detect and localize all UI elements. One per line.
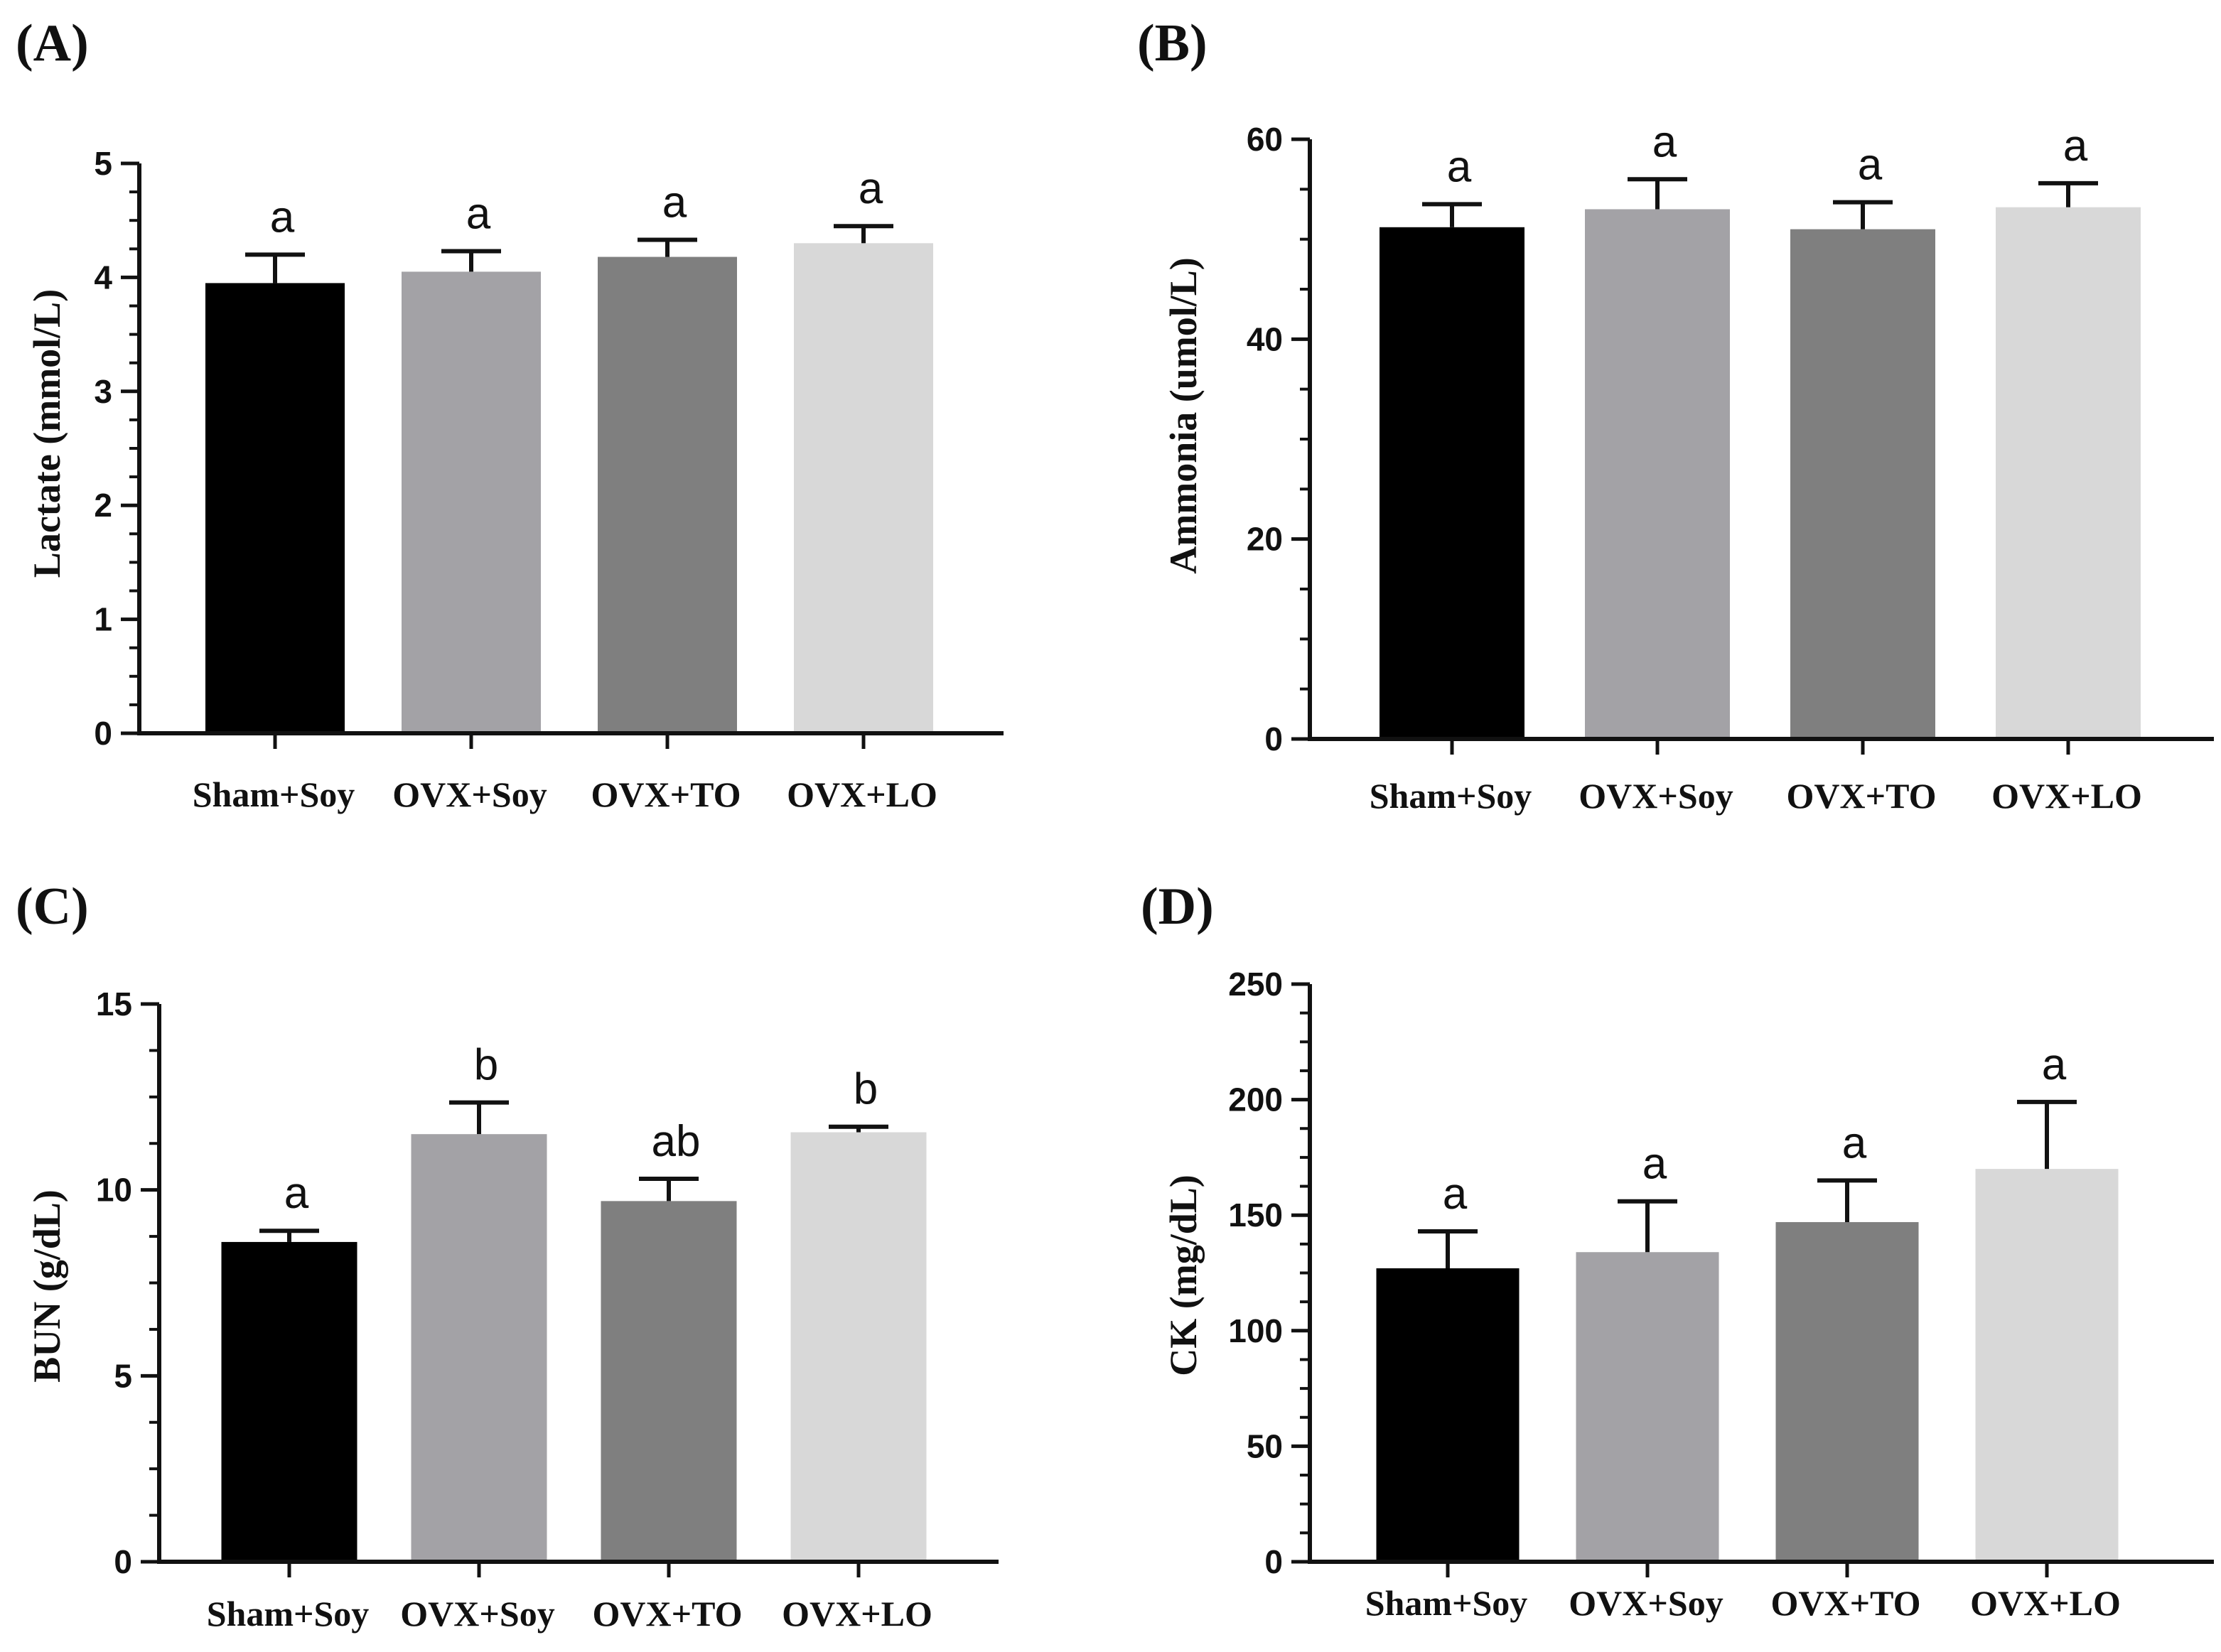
- panel-b-category-label-1: Sham+Soy: [1370, 776, 1532, 816]
- panel-d-plot: a Sham+Soy a OVX+Soy a OVX+TO a OVX+LO 0 50 100 150…: [1228, 966, 2214, 1623]
- panel-d-y-tick-label-2: 100: [1228, 1312, 1283, 1349]
- panel-a-bar-2: [402, 271, 541, 733]
- panel-d-significance-label-1: a: [1443, 1170, 1468, 1219]
- panel-c-y-axis-label: BUN (g/dL): [26, 1189, 68, 1383]
- panel-c-bar-3: [601, 1201, 737, 1562]
- panel-d-significance-label-3: a: [1842, 1118, 1867, 1167]
- panel-a-y-tick-label-0: 0: [94, 715, 112, 752]
- panel-c-y-tick-label-2: 10: [96, 1172, 132, 1209]
- panel-c-bar-2: [411, 1134, 547, 1562]
- panel-d-category-label-4: OVX+LO: [1970, 1583, 2121, 1623]
- panel-d-y-tick-label-1: 50: [1247, 1427, 1283, 1464]
- panel-a-category-label-3: OVX+TO: [591, 774, 741, 814]
- panel-c-bar-4: [790, 1132, 927, 1562]
- panel-d-bar-3: [1775, 1221, 1919, 1562]
- panel-a-bar-1: [205, 283, 345, 733]
- panel-b-significance-label-3: a: [1858, 141, 1883, 190]
- panel-a-y-tick-label-3: 3: [94, 373, 112, 410]
- panel-a-significance-label-4: a: [859, 164, 883, 213]
- panel-a-significance-label-1: a: [270, 193, 295, 242]
- panel-b-bar-1: [1380, 227, 1524, 740]
- panel-d-y-tick-label-0: 0: [1264, 1543, 1283, 1580]
- panel-b-plot: a Sham+Soy a OVX+Soy a OVX+TO a OVX+LO 0 20 40 60: [1247, 117, 2214, 816]
- panel-c-y-tick-label-0: 0: [114, 1543, 132, 1580]
- panel-d-significance-label-2: a: [1642, 1140, 1667, 1189]
- panel-a-y-tick-label-5: 5: [94, 145, 112, 182]
- panel-c-bar-1: [221, 1241, 357, 1562]
- panel-d-category-label-1: Sham+Soy: [1365, 1583, 1528, 1623]
- panel-a-y-tick-label-1: 1: [94, 601, 112, 638]
- panel-c-category-label-3: OVX+TO: [593, 1594, 743, 1634]
- panel-a-y-axis-label: Lactate (mmol/L): [26, 289, 68, 578]
- panel-a-y-tick-label-4: 4: [94, 259, 112, 296]
- panel-b-bar-2: [1585, 209, 1730, 739]
- panel-b-category-label-4: OVX+LO: [1991, 776, 2142, 816]
- panel-d-bar-2: [1576, 1252, 1719, 1562]
- panel-b-bar-4: [1996, 207, 2141, 739]
- panel-c-category-label-1: Sham+Soy: [207, 1594, 370, 1634]
- panel-b-significance-label-1: a: [1447, 142, 1472, 191]
- panel-a-bar-3: [598, 257, 737, 733]
- panel-d-label: (D): [1141, 878, 1214, 936]
- panel-b-category-label-3: OVX+TO: [1787, 776, 1937, 816]
- panel-a: (A) Lactate (mmol/L) a Sham+Soy a OVX+Soy a O…: [16, 14, 1004, 814]
- panel-d-significance-label-4: a: [2042, 1040, 2067, 1089]
- panel-d-y-axis-label: CK (mg/dL): [1162, 1175, 1205, 1376]
- panel-a-plot: a Sham+Soy a OVX+Soy a OVX+TO a OVX+LO 0 1 2 3 4 5: [94, 145, 1004, 814]
- panel-c-category-label-2: OVX+Soy: [400, 1594, 554, 1634]
- panel-c-significance-label-4: b: [854, 1065, 878, 1114]
- panel-b: (B) Ammonia (umol/L) a Sham+Soy a OVX+Soy a O…: [1137, 14, 2214, 816]
- panel-c-y-tick-label-1: 5: [114, 1357, 132, 1394]
- panel-d-bar-4: [1975, 1169, 2119, 1562]
- panel-a-category-label-1: Sham+Soy: [193, 774, 355, 814]
- panel-b-y-tick-label-2: 40: [1247, 320, 1283, 357]
- panel-c-significance-label-2: b: [474, 1041, 498, 1090]
- panel-a-bar-4: [794, 243, 933, 733]
- panel-a-significance-label-3: a: [662, 178, 687, 227]
- panel-b-bar-3: [1790, 229, 1935, 740]
- panel-b-y-tick-label-1: 20: [1247, 521, 1283, 558]
- panel-a-y-tick-label-2: 2: [94, 487, 112, 524]
- panel-c: (C) BUN (g/dL) a Sham+Soy b OVX+Soy ab OVX+TO…: [16, 878, 999, 1634]
- panel-b-category-label-2: OVX+Soy: [1579, 776, 1733, 816]
- panel-b-label: (B): [1137, 14, 1208, 72]
- panel-a-significance-label-2: a: [466, 190, 491, 239]
- panel-d: (D) CK (mg/dL) aSham+SoyaOVX+SoyaOVX+TOa…: [1141, 878, 2214, 1623]
- panel-c-plot: a Sham+Soy b OVX+Soy ab OVX+TO b OVX+LO 0 5 10 15: [96, 986, 999, 1634]
- panel-d-category-label-3: OVX+TO: [1771, 1583, 1921, 1623]
- panel-c-category-label-4: OVX+LO: [782, 1594, 932, 1634]
- panel-a-label: (A): [16, 14, 89, 72]
- panel-d-category-label-2: OVX+Soy: [1569, 1583, 1723, 1623]
- panel-b-y-tick-label-3: 60: [1247, 121, 1283, 158]
- panel-c-significance-label-3: ab: [652, 1117, 701, 1166]
- panel-b-y-tick-label-0: 0: [1264, 720, 1283, 757]
- panel-a-category-label-4: OVX+LO: [787, 774, 937, 814]
- panel-c-y-tick-label-3: 15: [96, 986, 132, 1022]
- panel-b-y-axis-label: Ammonia (umol/L): [1162, 257, 1205, 574]
- panel-d-y-tick-label-5: 250: [1228, 966, 1283, 1003]
- panel-d-y-tick-label-3: 150: [1228, 1197, 1283, 1233]
- panel-c-label: (C): [16, 878, 89, 936]
- panel-a-category-label-2: OVX+Soy: [392, 774, 547, 814]
- panel-d-y-tick-label-4: 200: [1228, 1081, 1283, 1118]
- panel-c-significance-label-1: a: [284, 1169, 309, 1218]
- panel-b-significance-label-4: a: [2063, 122, 2088, 171]
- panel-d-bar-1: [1376, 1268, 1520, 1562]
- panel-b-significance-label-2: a: [1652, 117, 1677, 166]
